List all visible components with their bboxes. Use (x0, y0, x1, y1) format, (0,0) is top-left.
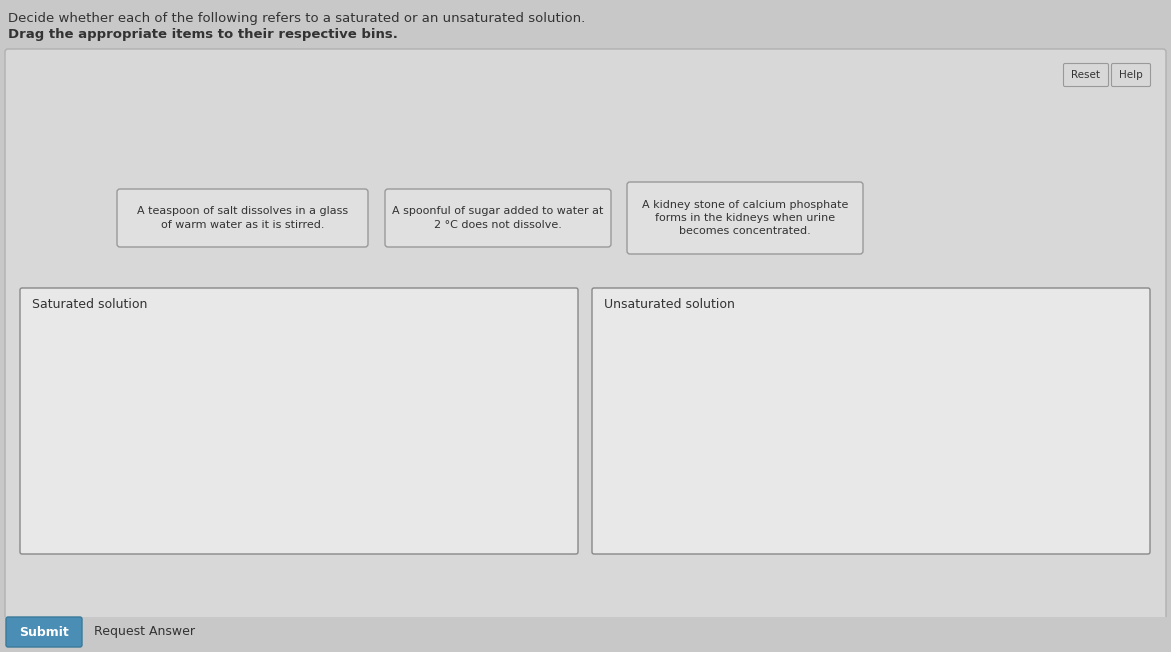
Text: Decide whether each of the following refers to a saturated or an unsaturated sol: Decide whether each of the following ref… (8, 12, 586, 25)
Text: Reset: Reset (1071, 70, 1101, 80)
Text: Help: Help (1119, 70, 1143, 80)
Text: Unsaturated solution: Unsaturated solution (604, 297, 735, 310)
Text: Saturated solution: Saturated solution (32, 297, 148, 310)
Text: A kidney stone of calcium phosphate
forms in the kidneys when urine
becomes conc: A kidney stone of calcium phosphate form… (642, 200, 848, 236)
FancyBboxPatch shape (5, 49, 1166, 630)
Text: A teaspoon of salt dissolves in a glass
of warm water as it is stirred.: A teaspoon of salt dissolves in a glass … (137, 207, 348, 230)
Text: Request Answer: Request Answer (94, 625, 196, 638)
FancyBboxPatch shape (385, 189, 611, 247)
Text: A spoonful of sugar added to water at
2 °C does not dissolve.: A spoonful of sugar added to water at 2 … (392, 207, 604, 230)
FancyBboxPatch shape (20, 288, 578, 554)
FancyBboxPatch shape (593, 288, 1150, 554)
FancyBboxPatch shape (1063, 63, 1109, 87)
Text: Submit: Submit (19, 625, 69, 638)
FancyBboxPatch shape (117, 189, 368, 247)
FancyBboxPatch shape (0, 617, 1171, 652)
Text: Drag the appropriate items to their respective bins.: Drag the appropriate items to their resp… (8, 28, 398, 41)
FancyBboxPatch shape (626, 182, 863, 254)
FancyBboxPatch shape (6, 617, 82, 647)
FancyBboxPatch shape (1111, 63, 1150, 87)
